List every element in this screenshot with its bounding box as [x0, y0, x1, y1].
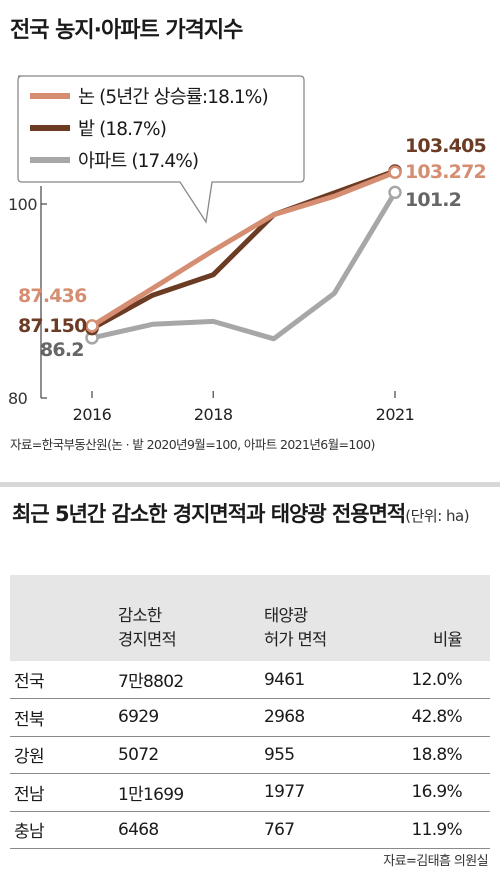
cell-region: 전국: [14, 672, 45, 692]
chart-source-note: 자료=한국부동산원(논 · 밭 2020년9월=100, 아파트 2021년6월…: [10, 437, 375, 452]
header-region: [10, 575, 118, 661]
table-row: 강원 5072 955 18.8%: [10, 736, 490, 774]
table-row: 전국 7만8802 9461 12.0%: [10, 661, 490, 699]
header-lost-farmland-line2: 경지면적: [118, 630, 177, 649]
table-row: 충남 6468 767 11.9%: [10, 811, 490, 849]
table-header-row: 감소한 경지면적 태양광 허가 면적 비율: [10, 575, 490, 661]
price-index-line-chart: 80 100 2016 2018 2021 논 (5년간 상승률:18.1%) 밭 (18…: [8, 75, 487, 424]
header-lost-farmland-line1: 감소한: [118, 606, 162, 625]
table-source-note: 자료=김태흠 의원실: [383, 854, 488, 869]
end-value-label-0: 103.272: [405, 161, 486, 183]
data-point-marker: [85, 319, 99, 333]
data-point-marker: [388, 165, 402, 180]
cell-lost-farmland: 5072: [118, 744, 159, 765]
series-line-2: [89, 189, 398, 342]
y-tick-label: 100: [8, 195, 37, 214]
data-point-marker: [388, 185, 402, 200]
header-lost-farmland: 감소한 경지면적: [118, 575, 264, 661]
cell-region: 충남: [14, 822, 45, 843]
start-value-label-0: 87.436: [18, 285, 87, 307]
top-strip: [0, 0, 500, 6]
cell-region: 전남: [14, 784, 45, 805]
series-line-0: [89, 169, 398, 329]
header-ratio: 비율: [396, 575, 490, 661]
cell-solar-permit: 1977: [264, 782, 305, 803]
cell-ratio: 12.0%: [411, 669, 462, 690]
header-solar-permit: 태양광 허가 면적: [264, 575, 396, 661]
cell-solar-permit: 2968: [264, 707, 305, 728]
table-row: 전북 6929 2968 42.8%: [10, 699, 490, 736]
end-value-label-2: 101.2: [405, 189, 461, 211]
cell-solar-permit: 767: [264, 819, 295, 840]
cell-lost-farmland: 1만1699: [118, 784, 184, 805]
series-line-1: [89, 168, 398, 332]
cell-region: 전북: [14, 709, 45, 730]
legend-callout-box: [17, 75, 305, 224]
cell-lost-farmland: 6468: [118, 819, 159, 840]
chart-title: 전국 농지·아파트 가격지수: [10, 18, 243, 43]
header-solar-permit-line2: 허가 면적: [264, 630, 327, 649]
legend-label-2: 아파트 (17.4%): [78, 151, 198, 172]
cell-ratio: 16.9%: [411, 782, 462, 803]
cell-ratio: 18.8%: [411, 744, 462, 765]
header-ratio-label: 비율: [433, 630, 463, 649]
cell-solar-permit: 9461: [264, 669, 305, 690]
start-value-label-1: 87.150: [18, 315, 87, 337]
y-tick-label: 80: [8, 389, 28, 408]
cell-lost-farmland: 7만8802: [118, 672, 184, 692]
table-title-main: 최근 5년간 감소한 경지면적과 태양광 전용면적: [12, 502, 406, 526]
table-title: 최근 5년간 감소한 경지면적과 태양광 전용면적(단위: ha): [12, 498, 470, 532]
cell-ratio: 11.9%: [411, 819, 462, 840]
cell-solar-permit: 955: [264, 744, 295, 765]
header-solar-permit-line1: 태양광: [264, 606, 308, 625]
farmland-solar-table: 감소한 경지면적 태양광 허가 면적 비율 전국 7만8802 9461 12.…: [10, 575, 490, 849]
table-row: 전남 1만1699 1977 16.9%: [10, 774, 490, 811]
x-tick-label: 2018: [194, 405, 233, 424]
legend-label-0: 논 (5년간 상승률:18.1%): [78, 87, 268, 108]
cell-region: 강원: [14, 747, 45, 768]
cell-lost-farmland: 6929: [118, 707, 159, 728]
cell-ratio: 42.8%: [411, 707, 462, 728]
table-title-unit: (단위: ha): [405, 507, 470, 525]
legend-label-1: 밭 (18.7%): [78, 119, 166, 140]
end-value-label-1: 103.405: [405, 135, 486, 157]
start-value-label-2: 86.2: [40, 339, 84, 361]
section-divider: [0, 482, 500, 487]
x-tick-label: 2016: [73, 405, 112, 424]
x-tick-label: 2021: [376, 405, 415, 424]
